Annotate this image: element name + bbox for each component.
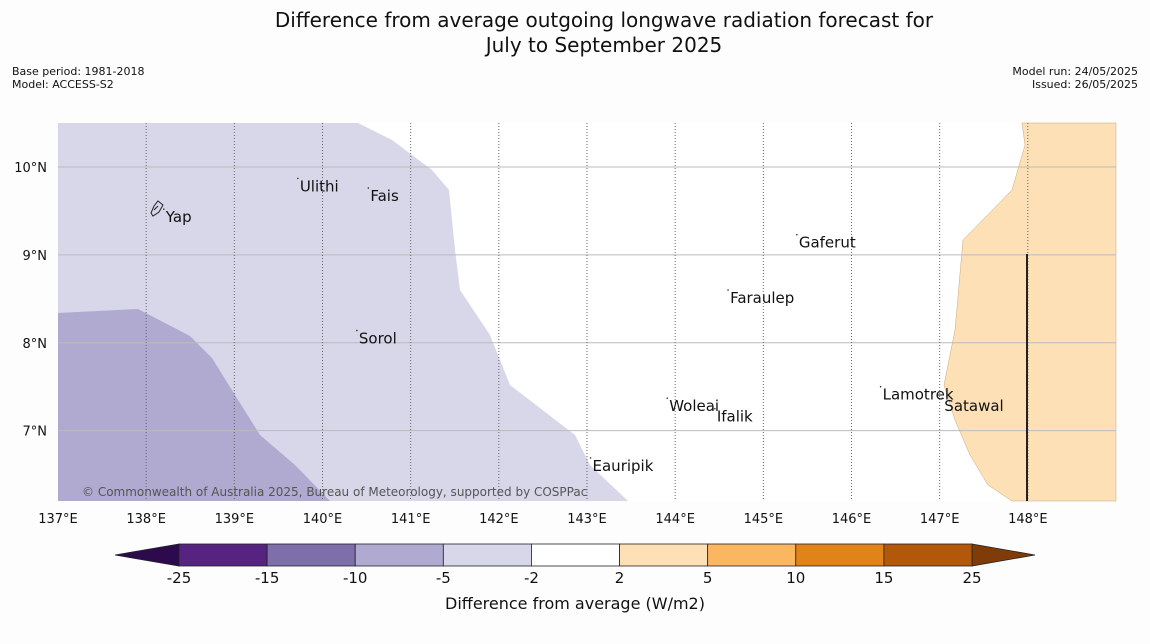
place-marker (163, 208, 165, 210)
colorbar-tick-label: 25 (962, 569, 981, 587)
lat-tick-labels: 10°N 9°N 8°N 7°N (14, 161, 47, 440)
colorbar-segment (178, 543, 268, 567)
colorbar-tick-label: -10 (343, 569, 368, 587)
place-marker (879, 385, 882, 388)
place-marker (941, 397, 944, 399)
lon-tick-label: 144°E (655, 512, 695, 527)
colorbar-segment (883, 543, 973, 567)
place-label-yap: Yap (165, 208, 192, 226)
meta-right: Model run: 24/05/2025 Issued: 26/05/2025 (1012, 65, 1138, 91)
place-marker (367, 187, 370, 189)
model-run: Model run: 24/05/2025 (1012, 65, 1138, 78)
colorbar-segment (795, 543, 885, 567)
colorbar-label: Difference from average (W/m2) (445, 594, 705, 613)
place-label-gaferut: Gaferut (799, 234, 856, 252)
place-label-lamotrek: Lamotrek (883, 386, 954, 404)
place-marker (714, 407, 716, 410)
colorbar-segment (442, 543, 532, 567)
lon-tick-label: 139°E (215, 512, 255, 527)
lon-tick-label: 143°E (567, 512, 607, 527)
place-label-faraulep: Faraulep (730, 289, 794, 307)
place-label-ulithi: Ulithi (300, 177, 339, 195)
colorbar-segment (707, 543, 797, 567)
place-label-eauripik: Eauripik (593, 457, 654, 475)
colorbar-tick-label: 15 (874, 569, 893, 587)
place-marker (589, 457, 592, 459)
lon-tick-label: 140°E (303, 512, 343, 527)
colorbar-segment (619, 543, 709, 567)
lon-tick-label: 145°E (744, 512, 784, 527)
lat-tick-label: 8°N (23, 337, 48, 352)
place-marker (297, 177, 299, 180)
lon-tick-label: 147°E (920, 512, 960, 527)
lon-tick-label: 146°E (832, 512, 872, 527)
colorbar: -25 -15 -10 -5 -2 2 5 10 15 25 (114, 543, 1036, 587)
place-label-sorol: Sorol (359, 329, 397, 347)
model-name: Model: ACCESS-S2 (12, 78, 114, 91)
base-period: Base period: 1981-2018 (12, 65, 145, 78)
colorbar-tick-label: -5 (436, 569, 451, 587)
place-marker (796, 233, 798, 236)
place-label-fais: Fais (370, 187, 399, 205)
lon-tick-label: 137°E (38, 512, 78, 527)
lat-tick-label: 7°N (23, 425, 48, 440)
place-marker (356, 329, 358, 332)
colorbar-segment (531, 543, 620, 567)
lon-tick-label: 138°E (126, 512, 166, 527)
lon-tick-label: 141°E (391, 512, 431, 527)
place-marker (666, 397, 669, 399)
place-label-woleai: Woleai (669, 397, 719, 415)
colorbar-extend-high (971, 543, 1036, 567)
place-labels: Yap Ulithi Fais Gaferut Faraulep Sorol Lamotre… (163, 177, 1004, 475)
colorbar-tick-label: -2 (524, 569, 539, 587)
region-light-orange (943, 122, 1117, 502)
issued-date: Issued: 26/05/2025 (1031, 78, 1138, 91)
map-title: Difference from average outgoing longwav… (0, 8, 1150, 58)
colorbar-segment (266, 543, 356, 567)
place-label-ifalik: Ifalik (717, 408, 753, 426)
lon-tick-label: 148°E (1008, 512, 1048, 527)
meta-left: Base period: 1981-2018 Model: ACCESS-S2 (12, 65, 144, 91)
place-label-satawal: Satawal (944, 397, 1003, 415)
title-line-2: July to September 2025 (485, 33, 723, 57)
yap-island-outline (150, 200, 164, 217)
colorbar-segment (354, 543, 444, 567)
lon-tick-label: 142°E (479, 512, 519, 527)
lat-tick-label: 10°N (14, 161, 47, 176)
colorbar-tick-label: 2 (615, 569, 625, 587)
region-mid-purple (58, 309, 330, 501)
place-marker (727, 289, 729, 291)
colorbar-tick-label: 10 (786, 569, 805, 587)
colorbar-tick-label: -25 (167, 569, 192, 587)
copyright-notice: © Commonwealth of Australia 2025, Bureau… (82, 485, 587, 499)
lon-tick-labels: 137°E 138°E 139°E 140°E 141°E 142°E 143°E 144°E… (38, 512, 1047, 527)
lat-tick-label: 9°N (23, 249, 48, 264)
lon-gridlines (145, 123, 1029, 501)
colorbar-extend-low (114, 543, 180, 567)
colorbar-tick-label: 5 (703, 569, 713, 587)
map-panel: Yap Ulithi Fais Gaferut Faraulep Sorol Lamotre… (58, 122, 1117, 502)
title-line-1: Difference from average outgoing longwav… (274, 8, 934, 32)
colorbar-tick-label: -15 (255, 569, 280, 587)
